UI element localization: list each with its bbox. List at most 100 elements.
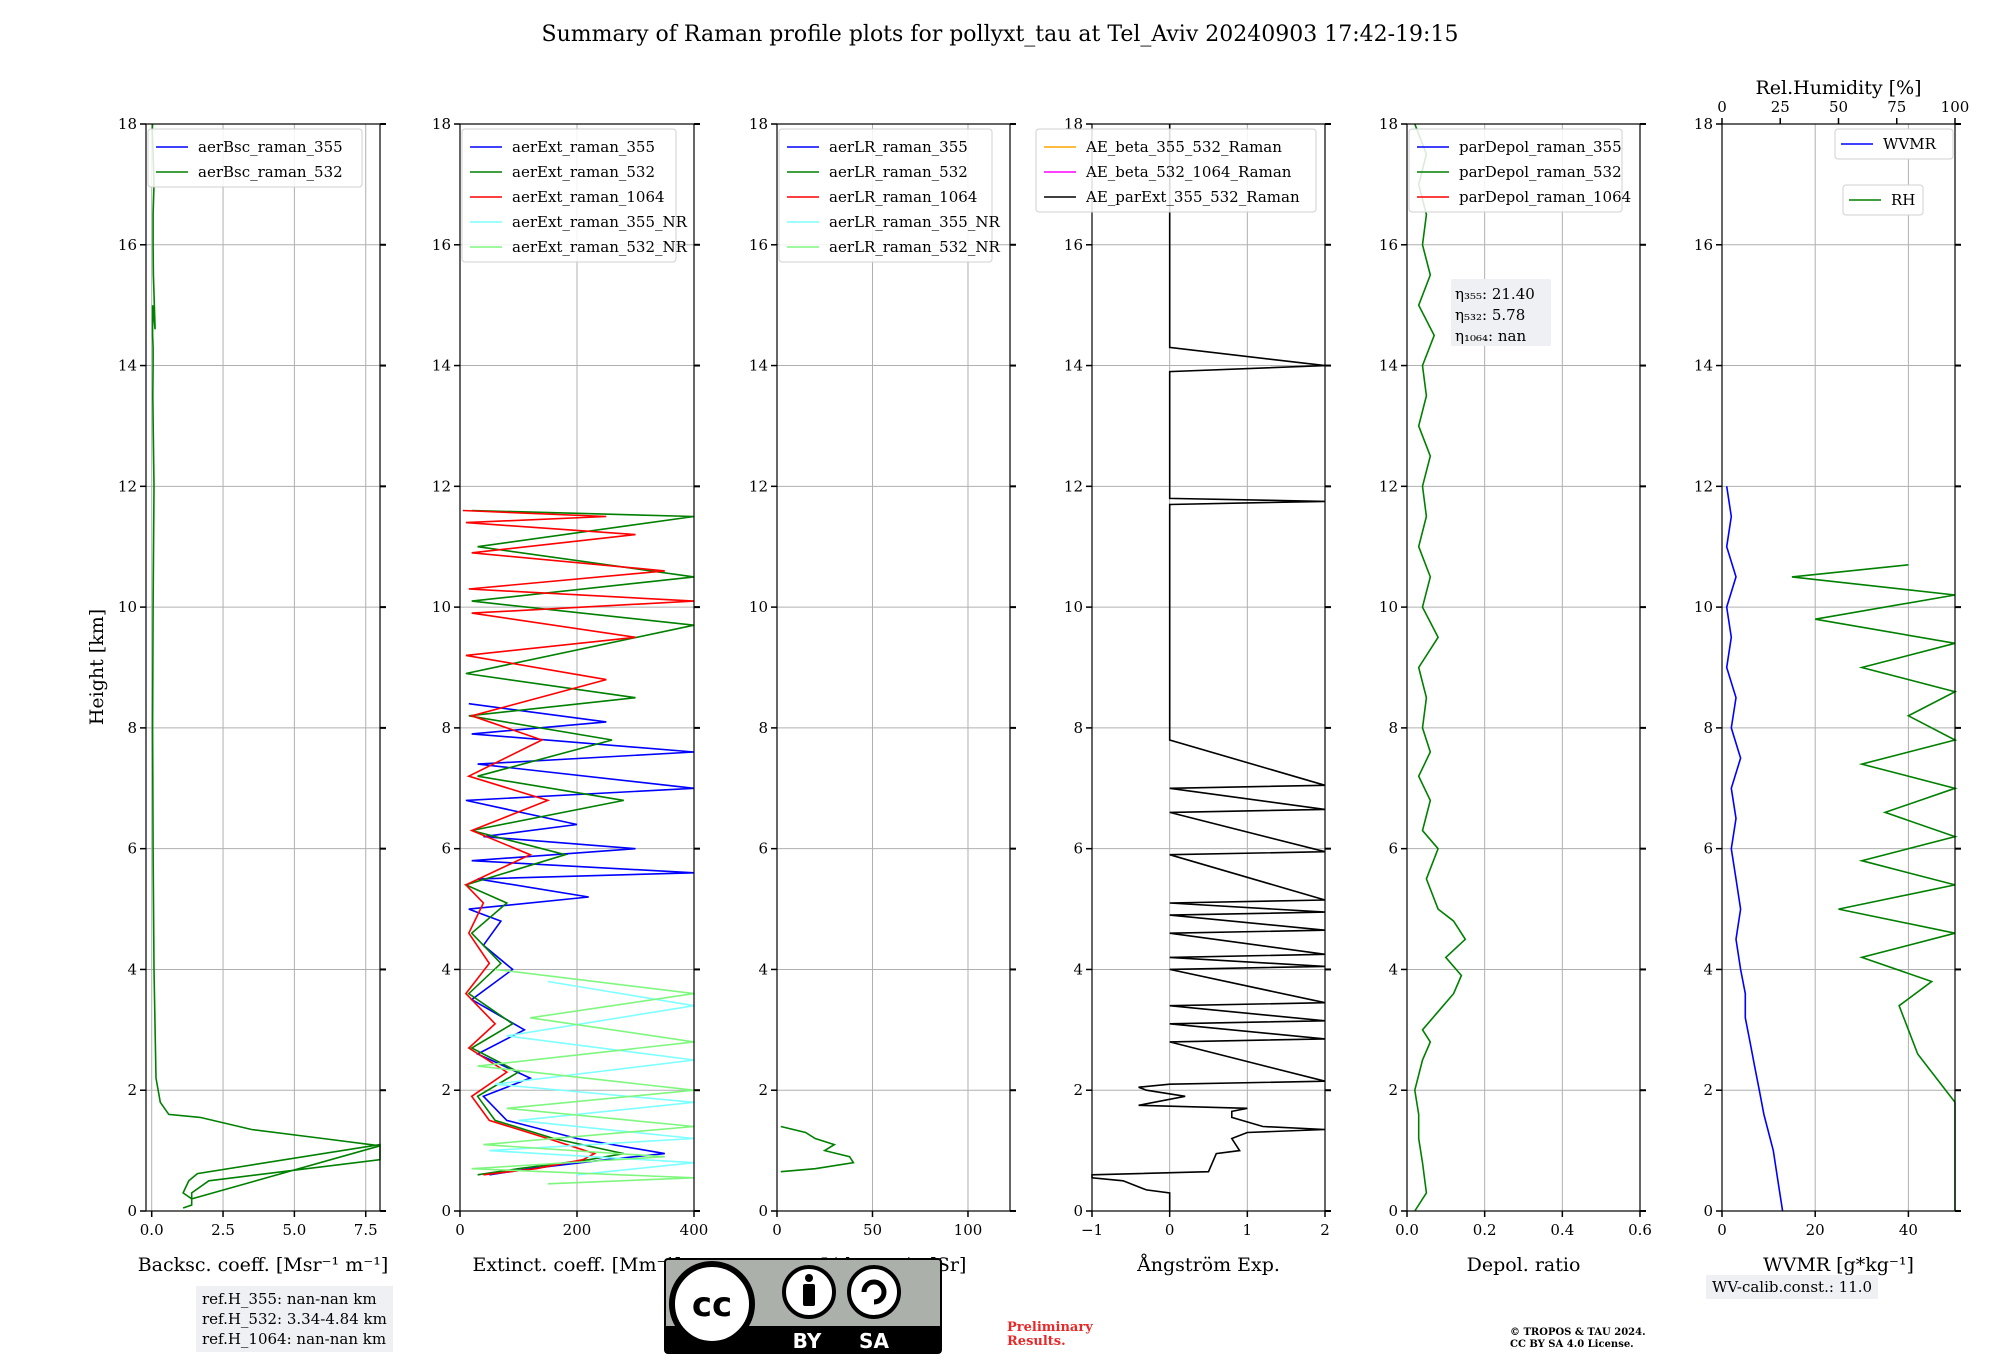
x-tick-label: 0.0 [1395,1221,1419,1239]
copyright-note: © TROPOS & TAU 2024. CC BY SA 4.0 Licens… [1510,1327,1646,1351]
x-tick-label: 2 [1320,1221,1330,1239]
legend-label: aerExt_raman_1064 [512,188,665,206]
x-tick-label: 20 [1806,1221,1825,1239]
plot-frame [1406,123,1641,1212]
y-tick-label: 12 [432,477,451,495]
y-tick-label: 18 [432,115,451,133]
preliminary-line-1: Preliminary [1007,1320,1093,1335]
y-tick-label: 18 [749,115,768,133]
copyright-line-1: © TROPOS & TAU 2024. [1510,1327,1646,1338]
x-tick-label: 0 [455,1221,465,1239]
x-tick-label: 5.0 [282,1221,306,1239]
y-tick-label: 0 [441,1202,451,1220]
y-tick-label: 6 [441,840,451,858]
y-tick-label: 12 [749,477,768,495]
legend-box [147,128,363,188]
series-line-parDepol_raman_532 [1413,123,1467,1212]
x-tick-label: 0 [1717,1221,1727,1239]
legend-box [1035,128,1317,213]
y-tick-label: 14 [1064,357,1083,375]
plot-frame [1721,123,1956,1212]
series-line-aerExt_raman_532_NR [471,968,695,1185]
x-tick-label: 400 [680,1221,709,1239]
y-tick-label: 14 [1379,357,1398,375]
y-tick-label: 0 [1073,1202,1083,1220]
x-tick-label: 40 [1899,1221,1918,1239]
series-line-aerLR_raman_532 [780,1125,855,1173]
y-tick-label: 2 [441,1081,451,1099]
series-line-aerBsc_raman_532 [151,123,381,1209]
top-x-tick-label: 25 [1771,98,1790,116]
ref-height-532: ref.H_532: 3.34-4.84 km [202,1310,387,1328]
x-axis-label: WVMR [g*kg⁻¹] [1763,1254,1914,1276]
x-tick-label: 50 [863,1221,882,1239]
series-line-WVMR [1725,486,1784,1212]
wv-calib-box: WV-calib.const.: 11.0 [1706,1275,1879,1299]
plot-frame [776,123,1011,1212]
legend-label: aerLR_raman_355 [829,138,968,156]
legend-box [1408,128,1623,213]
y-tick-label: 6 [1388,840,1398,858]
y-tick-label: 6 [127,840,137,858]
x-axis-label: Ångström Exp. [1136,1254,1280,1276]
x-tick-label: 7.5 [354,1221,378,1239]
y-tick-label: 16 [1064,236,1083,254]
ref-heights-box: ref.H_355: nan-nan km ref.H_532: 3.34-4.… [196,1286,393,1352]
y-tick-label: 2 [1073,1081,1083,1099]
y-tick-label: 10 [1064,598,1083,616]
x-tick-label: −1 [1081,1221,1103,1239]
plot-frame [145,123,381,1212]
y-tick-label: 10 [432,598,451,616]
x-tick-label: 200 [563,1221,592,1239]
top-x-tick-label: 100 [1941,98,1970,116]
by-icon-body [803,1284,815,1306]
y-tick-label: 4 [441,960,451,978]
y-tick-label: 2 [758,1081,768,1099]
top-x-tick-label: 50 [1829,98,1848,116]
by-icon-head [805,1274,813,1282]
legend-label: aerExt_raman_532_NR [512,238,688,256]
y-tick-label: 0 [758,1202,768,1220]
y-tick-label: 8 [758,719,768,737]
y-tick-label: 0 [127,1202,137,1220]
ref-height-355: ref.H_355: nan-nan km [202,1290,377,1308]
top-x-tick-label: 0 [1717,98,1727,116]
y-tick-label: 10 [1694,598,1713,616]
y-tick-label: 6 [758,840,768,858]
legend-label: AE_parExt_355_532_Raman [1085,188,1300,206]
x-tick-label: 0 [772,1221,782,1239]
y-tick-label: 10 [1379,598,1398,616]
y-tick-label: 12 [1379,477,1398,495]
y-tick-label: 6 [1703,840,1713,858]
eta-annotation-line: η₃₅₅: 21.40 [1455,285,1535,303]
y-tick-label: 8 [1703,719,1713,737]
cc-license-badge: cc BY SA [664,1258,942,1354]
y-tick-label: 4 [127,960,137,978]
y-tick-label: 4 [1703,960,1713,978]
y-tick-label: 14 [749,357,768,375]
legend-label: AE_beta_355_532_Raman [1085,138,1282,156]
y-tick-label: 0 [1388,1202,1398,1220]
y-tick-label: 18 [1694,115,1713,133]
legend-box [461,128,677,263]
legend-label: aerExt_raman_532 [512,163,655,181]
copyright-line-2: CC BY SA 4.0 License. [1510,1339,1634,1350]
y-tick-label: 16 [1694,236,1713,254]
x-tick-label: 0 [1165,1221,1175,1239]
y-tick-label: 16 [1379,236,1398,254]
legend-box [778,128,993,263]
y-tick-label: 8 [441,719,451,737]
y-tick-label: 6 [1073,840,1083,858]
legend-label: aerLR_raman_532_NR [829,238,1000,256]
eta-annotation-line: η₅₃₂: 5.78 [1455,306,1525,324]
y-tick-label: 14 [118,357,137,375]
x-axis-label: Depol. ratio [1467,1254,1581,1276]
y-tick-label: 2 [127,1081,137,1099]
x-tick-label: 1 [1243,1221,1253,1239]
y-tick-label: 14 [1694,357,1713,375]
y-tick-label: 4 [758,960,768,978]
legend-label: RH [1891,191,1915,209]
